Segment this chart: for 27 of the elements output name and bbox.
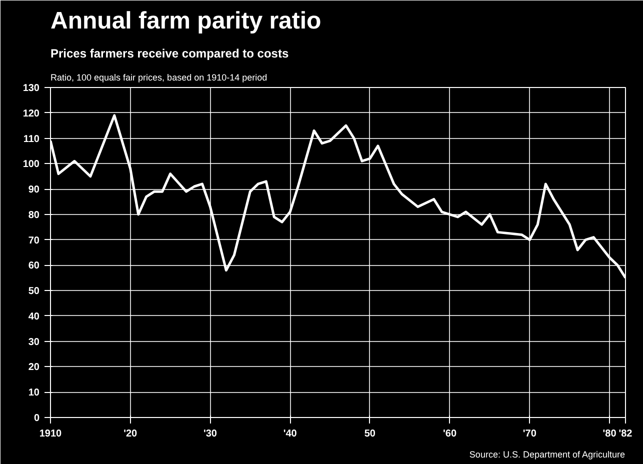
x-tick-label: 50 — [364, 428, 376, 440]
y-tick-label: 40 — [28, 311, 40, 322]
y-tick-label: 30 — [28, 336, 40, 348]
y-tick-label: 110 — [23, 134, 40, 145]
y-tick-label: 50 — [28, 286, 40, 298]
x-tick-label: '82 — [618, 428, 633, 440]
x-tick-label: '20 — [124, 428, 138, 440]
y-tick-label: 80 — [28, 210, 40, 221]
x-tick-label: '30 — [203, 428, 218, 440]
x-tick-label: '60 — [443, 428, 457, 440]
y-tick-label: 130 — [22, 83, 40, 94]
y-tick-label: 10 — [28, 388, 40, 399]
y-tick-label: 90 — [28, 184, 40, 196]
x-tick-label: '80 — [602, 428, 617, 440]
y-tick-label: 20 — [28, 362, 40, 374]
source-note: Source: U.S. Department of Agriculture — [469, 450, 626, 460]
chart-title: Annual farm parity ratio — [50, 8, 322, 34]
x-tick-label: 1910 — [39, 428, 62, 440]
y-tick-label: 70 — [28, 235, 40, 246]
x-tick-label: '70 — [522, 428, 537, 440]
y-tick-label: 60 — [28, 260, 40, 272]
y-axis-title: Ratio, 100 equals fair prices, based on 1910-14 period — [50, 72, 268, 82]
x-tick-label: '40 — [283, 428, 298, 440]
chart-subtitle: Prices farmers receive compared to costs — [50, 46, 289, 60]
y-tick-label: 120 — [22, 108, 40, 120]
y-tick-label: 100 — [22, 159, 40, 170]
y-tick-label: 0 — [34, 413, 40, 424]
